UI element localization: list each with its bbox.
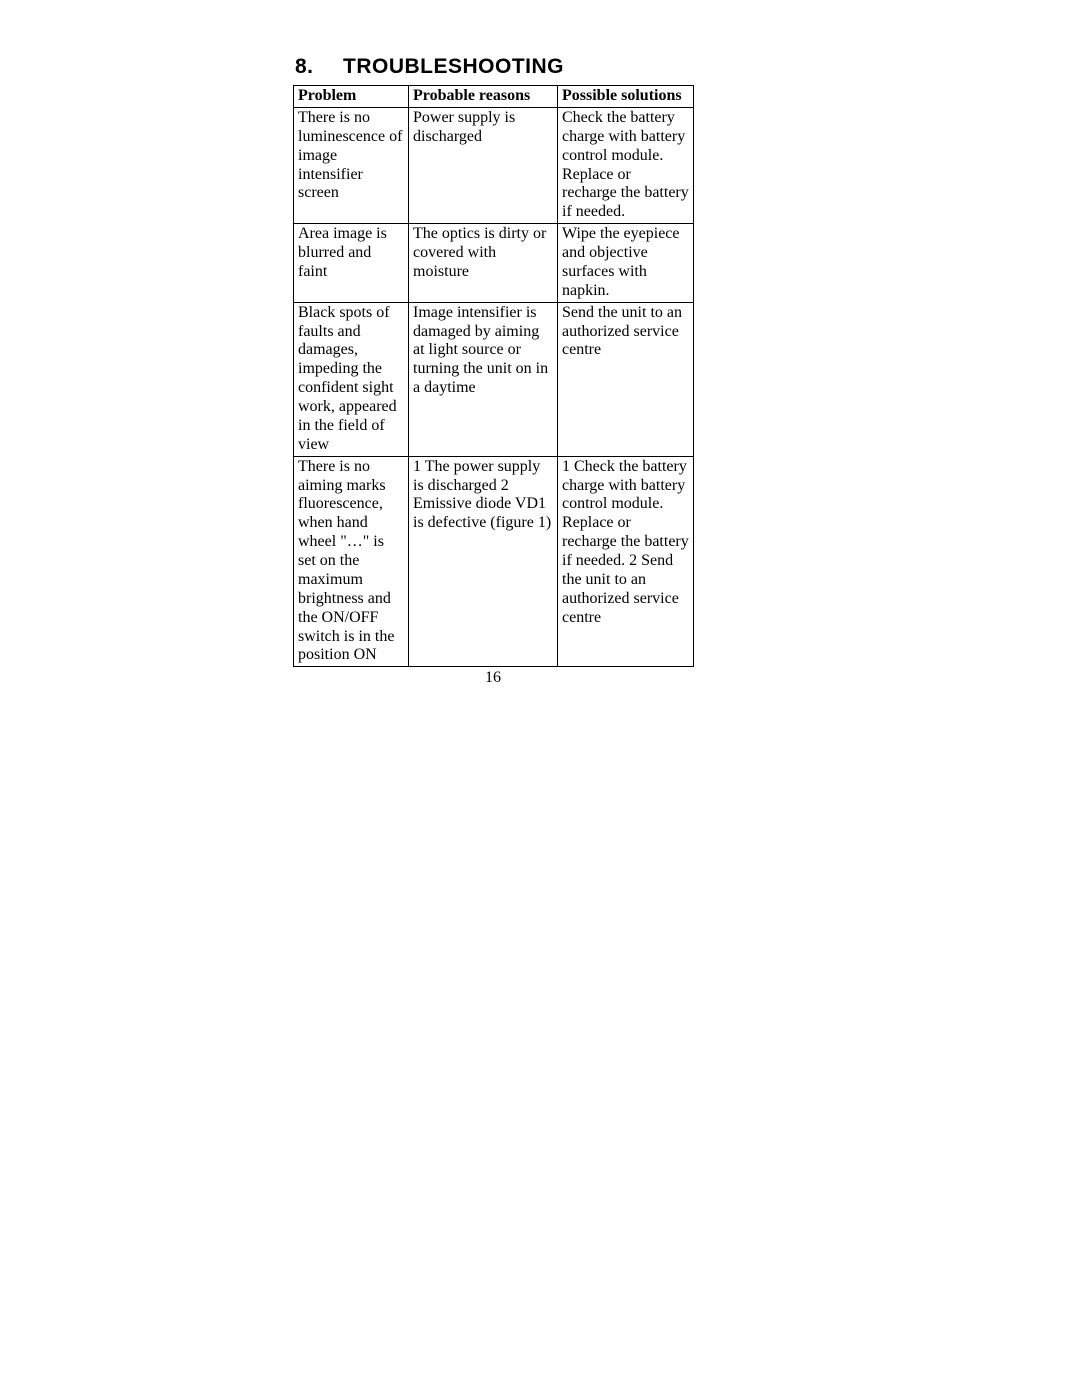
page-number: 16 bbox=[293, 669, 693, 687]
cell-problem: There is no luminescence of image intens… bbox=[294, 107, 409, 223]
cell-reason: Power supply is discharged bbox=[409, 107, 558, 223]
troubleshooting-table: Problem Probable reasons Possible soluti… bbox=[293, 85, 694, 667]
col-header-problem: Problem bbox=[294, 86, 409, 108]
section-title: TROUBLESHOOTING bbox=[343, 55, 564, 78]
cell-problem: Area image is blurred and faint bbox=[294, 224, 409, 303]
cell-reason: Image intensifier is damaged by aiming a… bbox=[409, 302, 558, 456]
cell-solution: 1 Check the battery charge with battery … bbox=[558, 456, 694, 667]
table-row: There is no luminescence of image intens… bbox=[294, 107, 694, 223]
cell-solution: Send the unit to an authorized service c… bbox=[558, 302, 694, 456]
col-header-reason: Probable reasons bbox=[409, 86, 558, 108]
table-row: Black spots of faults and damages, imped… bbox=[294, 302, 694, 456]
document-page: 8.TROUBLESHOOTING Problem Probable reaso… bbox=[0, 0, 1080, 687]
cell-solution: Wipe the eyepiece and objective surfaces… bbox=[558, 224, 694, 303]
cell-problem: Black spots of faults and damages, imped… bbox=[294, 302, 409, 456]
cell-problem: There is no aiming marks fluorescence, w… bbox=[294, 456, 409, 667]
table-row: Area image is blurred and faint The opti… bbox=[294, 224, 694, 303]
cell-reason: 1 The power supply is discharged 2 Emiss… bbox=[409, 456, 558, 667]
table-header-row: Problem Probable reasons Possible soluti… bbox=[294, 86, 694, 108]
cell-reason: The optics is dirty or covered with mois… bbox=[409, 224, 558, 303]
col-header-solution: Possible solutions bbox=[558, 86, 694, 108]
section-heading: 8.TROUBLESHOOTING bbox=[293, 55, 787, 79]
table-row: There is no aiming marks fluorescence, w… bbox=[294, 456, 694, 667]
cell-solution: Check the battery charge with battery co… bbox=[558, 107, 694, 223]
section-number: 8. bbox=[295, 55, 343, 79]
